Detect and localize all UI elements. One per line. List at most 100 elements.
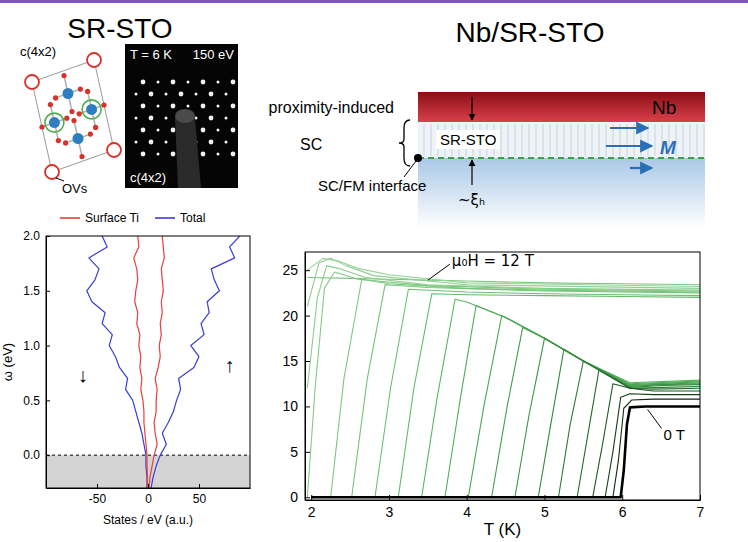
oxygen-atom: [69, 109, 74, 114]
oxygen-atom: [61, 73, 66, 78]
hatch: [683, 124, 684, 156]
diffraction-spot: [157, 129, 160, 132]
y-axis-tick-label: 0: [290, 489, 298, 505]
oxygen-atom: [93, 125, 98, 130]
y-axis-tick-mark: [305, 406, 310, 407]
highlight-ring: [82, 100, 101, 119]
hatch: [606, 124, 607, 156]
oxygen-vacancy: [87, 53, 101, 67]
leader-line: [428, 264, 450, 280]
y-axis-tick-label: 0.5: [23, 394, 40, 408]
oxygen-vacancy: [45, 165, 59, 179]
series-line: [311, 338, 700, 497]
magnetization-arrow: [606, 145, 652, 147]
y-axis-tick: 5: [290, 444, 310, 460]
y-axis-tick: 0.0: [23, 448, 50, 462]
diffraction-spot: [225, 93, 228, 96]
diffraction-spot: [179, 92, 184, 97]
layer-label: Nb: [652, 97, 676, 118]
x-axis-tick-label: 50: [193, 492, 207, 506]
diffraction-spot: [217, 129, 220, 132]
interface-dot: [414, 154, 422, 162]
series-line: [307, 266, 700, 389]
series-line: [311, 349, 700, 497]
annotation: μ₀H = 12 T: [452, 252, 535, 270]
sample-holder: [175, 109, 195, 123]
diffraction-spot: [217, 81, 220, 84]
hatch: [557, 124, 558, 156]
diffraction-spot: [149, 92, 154, 97]
y-axis-tick: 0: [290, 489, 310, 505]
series-line: [134, 236, 165, 488]
x-axis-line: [306, 500, 701, 501]
fermi-line: [46, 455, 250, 456]
y-axis: 0.00.51.01.52.0: [23, 229, 50, 488]
diffraction-spot: [225, 117, 228, 120]
cell-diagram: c(4x2)OVs: [20, 44, 121, 196]
diffraction-spot: [231, 104, 236, 109]
legend: Surface TiTotal: [60, 211, 205, 225]
label-patch: [436, 130, 500, 149]
vacancy-label: OVs: [62, 181, 88, 196]
diffraction-spot: [149, 116, 154, 121]
series-line: [311, 279, 700, 497]
sample-holder: [175, 118, 201, 188]
diffraction-spot: [187, 105, 190, 108]
y-axis-tick-mark: [305, 270, 310, 271]
y-axis-tick-label: 15: [282, 353, 298, 369]
oxygen-atom: [48, 102, 53, 107]
x-axis-tick-mark: [199, 484, 200, 488]
x-axis-tick-mark: [148, 484, 149, 488]
x-axis-tick: 4: [463, 495, 471, 520]
hatch: [536, 124, 537, 156]
leed-energy: 150 eV: [193, 47, 235, 62]
y-axis-line: [46, 237, 47, 489]
y-axis-tick-mark: [305, 452, 310, 453]
x-axis-tick: 3: [386, 495, 394, 520]
oxygen-atom: [71, 118, 76, 123]
y-axis-tick-mark: [46, 291, 50, 292]
diffraction-spot: [231, 128, 236, 133]
y-axis-tick-label: 1.5: [23, 284, 40, 298]
x-axis-tick-mark: [389, 495, 390, 500]
hatch: [690, 124, 691, 156]
x-axis-tick-label: 6: [619, 504, 627, 520]
x-axis-tick-mark: [622, 495, 623, 500]
x-axis-tick-label: 4: [463, 504, 471, 520]
hatch: [529, 124, 530, 156]
schematic: SR-STONb~ξₕMproximity-inducedSCSC/FM int…: [269, 92, 705, 228]
x-axis-tick-mark: [311, 495, 312, 500]
series-line: [311, 399, 700, 497]
y-axis-tick-mark: [46, 346, 50, 347]
leed-temperature: T = 6 K: [130, 47, 172, 62]
ti-atom: [63, 88, 74, 99]
plot-area: [46, 236, 250, 488]
series-line: [311, 327, 700, 497]
diffraction-spot: [165, 117, 168, 120]
sr-sto-layer: [418, 122, 705, 158]
x-axis-tick: 6: [619, 495, 627, 520]
highlight-ring: [45, 113, 64, 132]
oxygen-atom: [101, 102, 106, 107]
x-axis-tick-label: 2: [308, 504, 316, 520]
y-axis-tick-label: 0.0: [23, 448, 40, 462]
diffraction-spot: [231, 152, 236, 157]
y-axis-tick: 0.5: [23, 394, 50, 408]
hatch: [571, 124, 572, 156]
magnetization-arrow: [630, 167, 652, 169]
diffraction-spot: [209, 116, 214, 121]
y-axis-tick: 10: [282, 398, 310, 414]
magnetization-arrow: [610, 127, 648, 129]
hatch: [424, 124, 425, 156]
x-axis-tick-mark: [544, 495, 545, 500]
diffraction-spot: [201, 80, 206, 85]
oxygen-atom: [78, 87, 83, 92]
hatch: [501, 124, 502, 156]
y-axis-title: ω (eV): [0, 343, 15, 381]
diffraction-spot: [171, 80, 176, 85]
oxygen-vacancy: [107, 143, 121, 157]
diffraction-spot: [195, 93, 198, 96]
oxygen-atom: [77, 111, 82, 116]
y-axis-tick-label: 10: [282, 398, 298, 414]
diffraction-spot: [149, 140, 154, 145]
